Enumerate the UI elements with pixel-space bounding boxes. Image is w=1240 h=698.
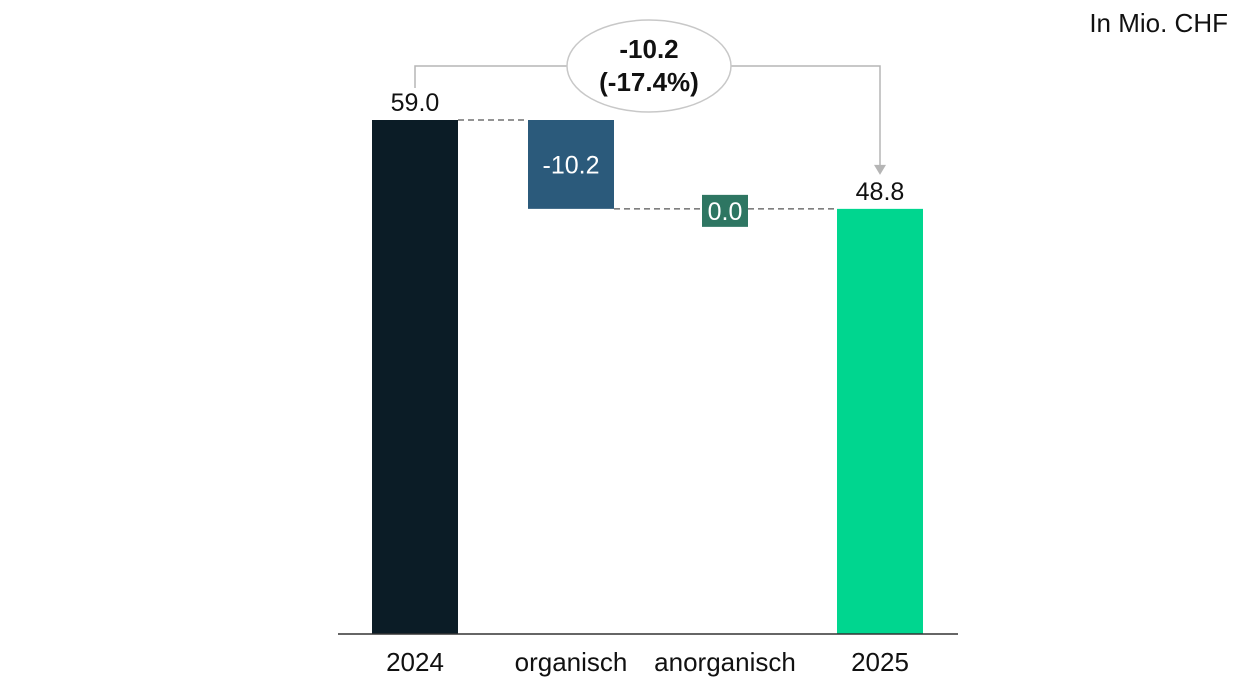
unit-label: In Mio. CHF <box>1089 8 1228 38</box>
data-label-organisch: -10.2 <box>543 151 600 179</box>
change-value: -10.2 <box>619 34 678 64</box>
bar-organisch <box>528 120 614 209</box>
x-tick-label: 2024 <box>386 647 444 677</box>
bracket-right-line <box>731 65 881 167</box>
bar-2025 <box>837 208 923 634</box>
bar-anorganisch <box>702 194 748 227</box>
data-label-2025: 48.8 <box>856 178 905 206</box>
change-percent: (-17.4%) <box>599 67 699 97</box>
bar-2024 <box>372 120 458 634</box>
arrow-head-icon <box>874 164 886 175</box>
data-label-anorganisch: 0.0 <box>708 198 743 226</box>
x-tick-label: 2025 <box>851 647 909 677</box>
change-bubble <box>566 19 732 113</box>
bracket-left-line <box>414 65 567 88</box>
x-tick-label: organisch <box>515 647 628 677</box>
data-label-2024: 59.0 <box>391 89 440 117</box>
x-tick-label: anorganisch <box>654 647 796 677</box>
